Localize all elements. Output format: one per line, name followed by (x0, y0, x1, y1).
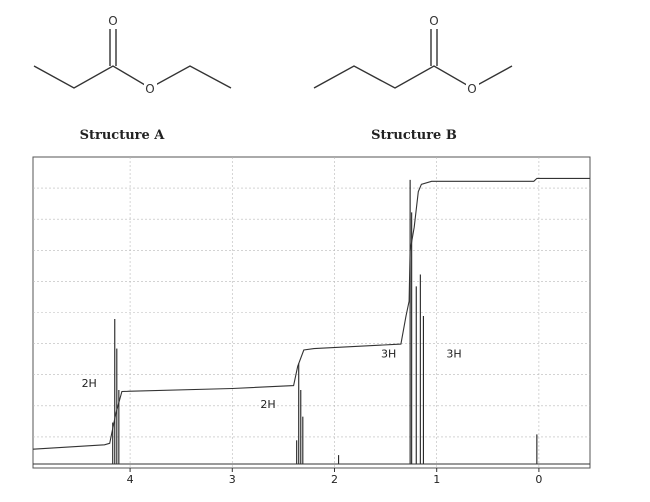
structure-a-ester-oxygen: O (145, 82, 154, 96)
integration-label: 3H (381, 347, 396, 360)
structure-a-carbonyl-oxygen: O (108, 14, 117, 28)
x-tick-label: 1 (433, 473, 440, 486)
spectrum-peaks (112, 179, 538, 464)
structure-a-label: Structure A (80, 128, 166, 143)
x-tick-label: 2 (331, 473, 338, 486)
integration-label: 3H (446, 347, 461, 360)
structure-a-oxygen-bg (106, 12, 120, 28)
structure-b-ester-oxygen: O (467, 82, 476, 96)
x-tick-label: 0 (535, 473, 542, 486)
grid (33, 157, 590, 468)
integration-label: 2H (260, 398, 275, 411)
x-axis: 4 3 2 1 0 (127, 468, 542, 486)
x-tick-label: 3 (229, 473, 236, 486)
structure-a-ester-oxygen-bg (144, 80, 157, 95)
structure-a (33, 29, 232, 89)
structure-b (313, 29, 513, 89)
structure-b-oxygen-bg (427, 12, 441, 28)
x-tick-label: 4 (127, 473, 134, 486)
structure-b-carbonyl-oxygen: O (429, 14, 438, 28)
integration-label: 2H (82, 377, 97, 390)
integration-labels: 2H 2H 3H 3H (82, 347, 462, 410)
nmr-chart: 4 3 2 1 0 2H 2H 3H 3H (32, 156, 591, 486)
structure-b-label: Structure B (371, 128, 457, 143)
integral-curve (32, 177, 590, 450)
structure-b-ester-oxygen-bg (466, 80, 479, 95)
